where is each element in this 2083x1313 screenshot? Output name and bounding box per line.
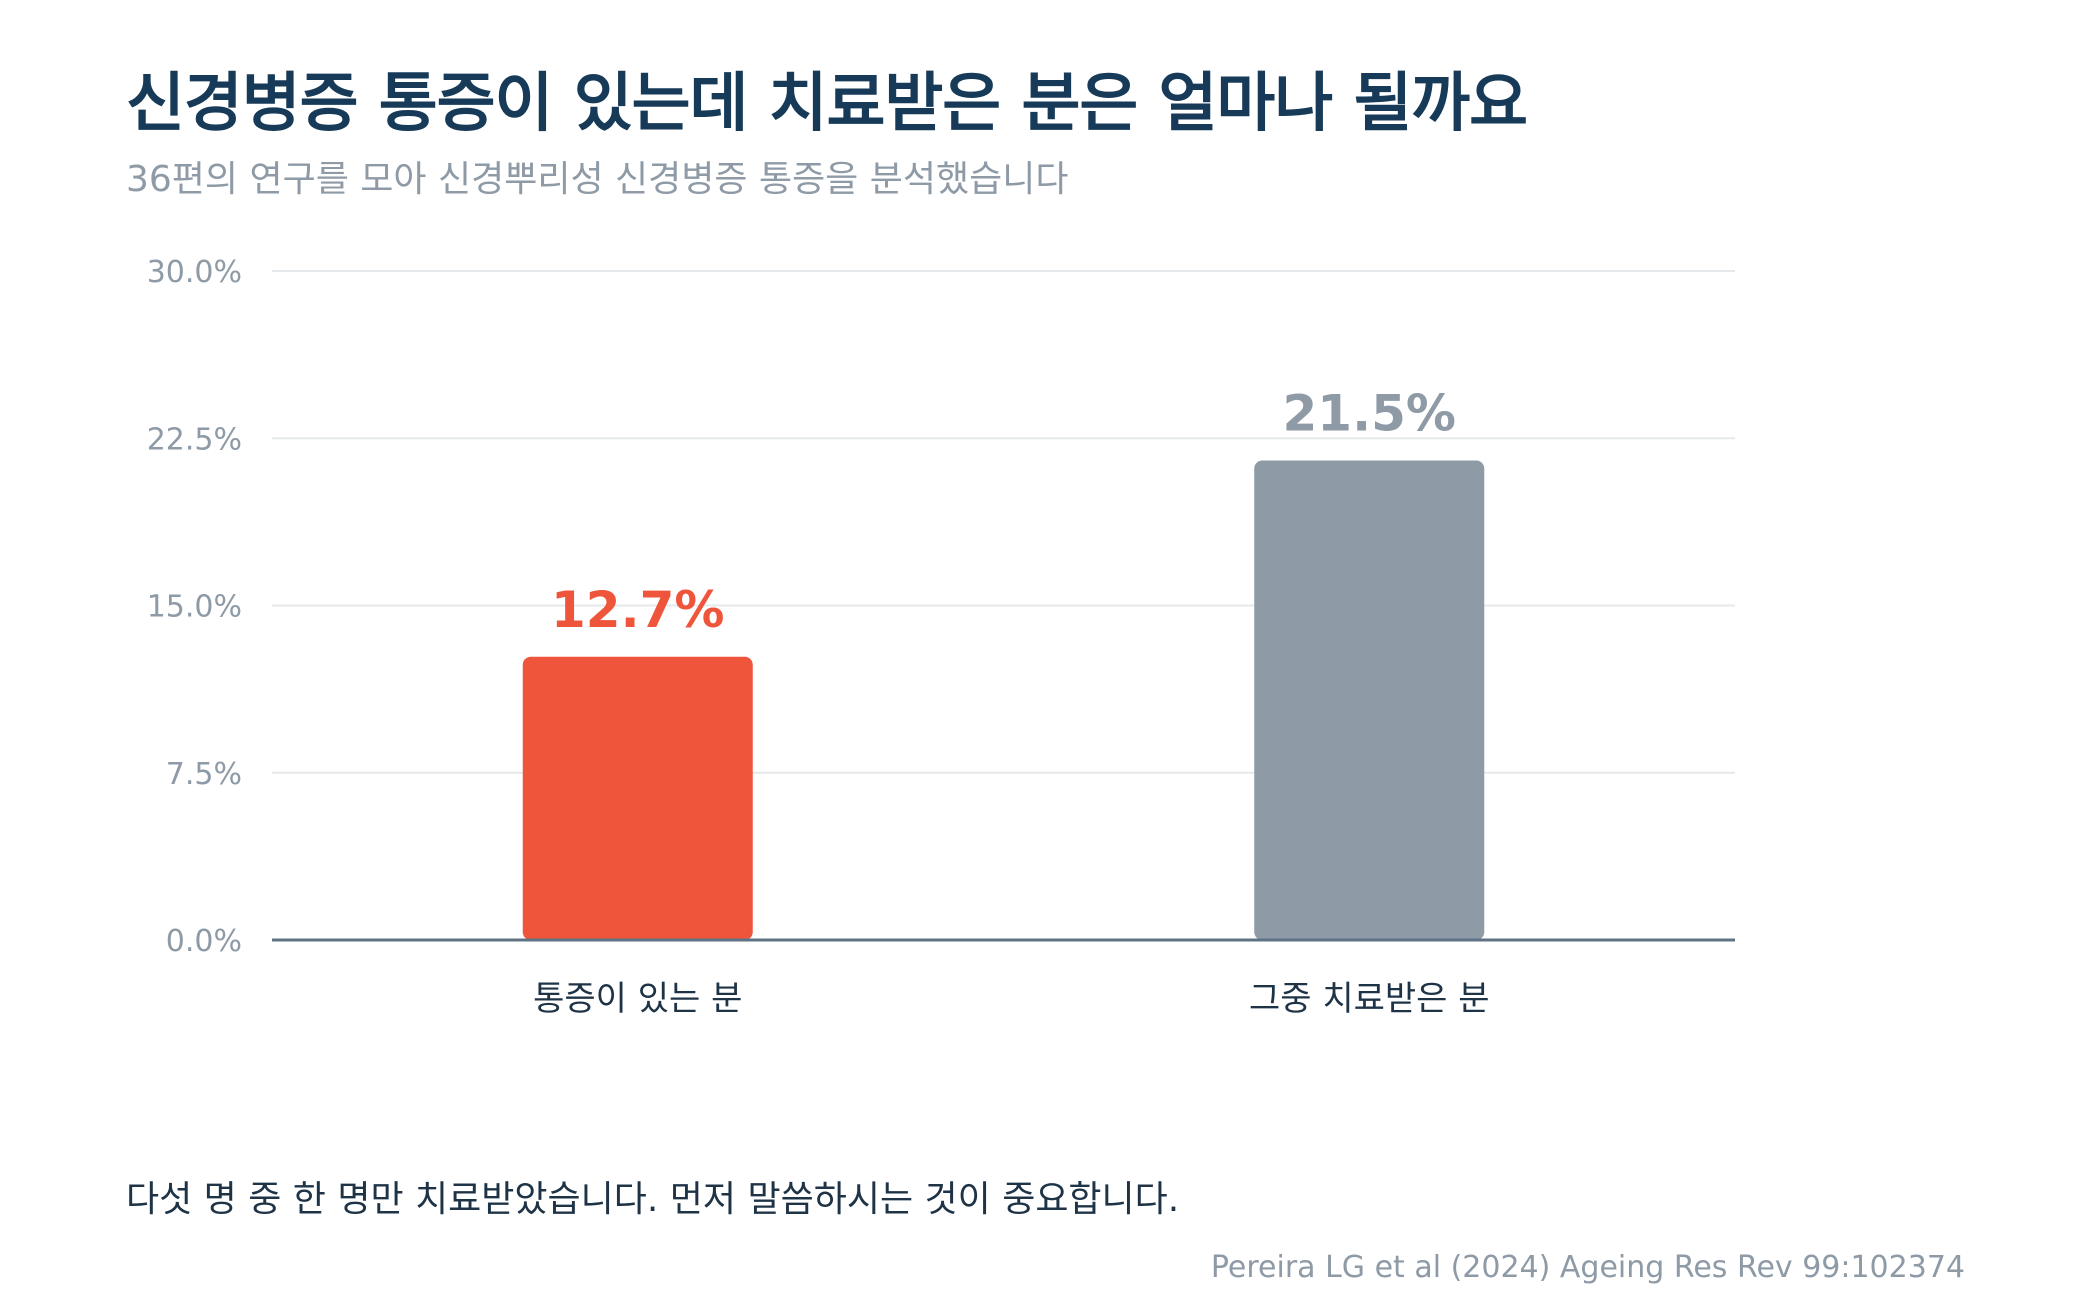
data-label: 12.7% — [551, 581, 724, 639]
y-tick-label: 22.5% — [147, 422, 242, 457]
y-tick-label: 15.0% — [147, 590, 242, 625]
chart-subtitle: 36편의 연구를 모아 신경뿌리성 신경병증 통증을 분석했습니다 — [126, 159, 1069, 200]
x-tick-label: 그중 치료받은 분 — [1249, 979, 1490, 1019]
chart-title: 신경병증 통증이 있는데 치료받은 분은 얼마나 될까요 — [126, 67, 1528, 141]
bar-2 — [1254, 460, 1485, 940]
data-label: 21.5% — [1283, 385, 1456, 443]
bar-1 — [522, 656, 753, 940]
source-citation: Pereira LG et al (2024) Ageing Res Rev 9… — [1210, 1250, 1965, 1285]
chart-note: 다섯 명 중 한 명만 치료받았습니다. 먼저 말씀하시는 것이 중요합니다. — [126, 1179, 1180, 1220]
y-tick-label: 0.0% — [166, 924, 242, 959]
y-tick-label: 30.0% — [147, 255, 242, 290]
x-tick-label: 통증이 있는 분 — [533, 979, 742, 1019]
y-tick-label: 7.5% — [166, 757, 242, 792]
